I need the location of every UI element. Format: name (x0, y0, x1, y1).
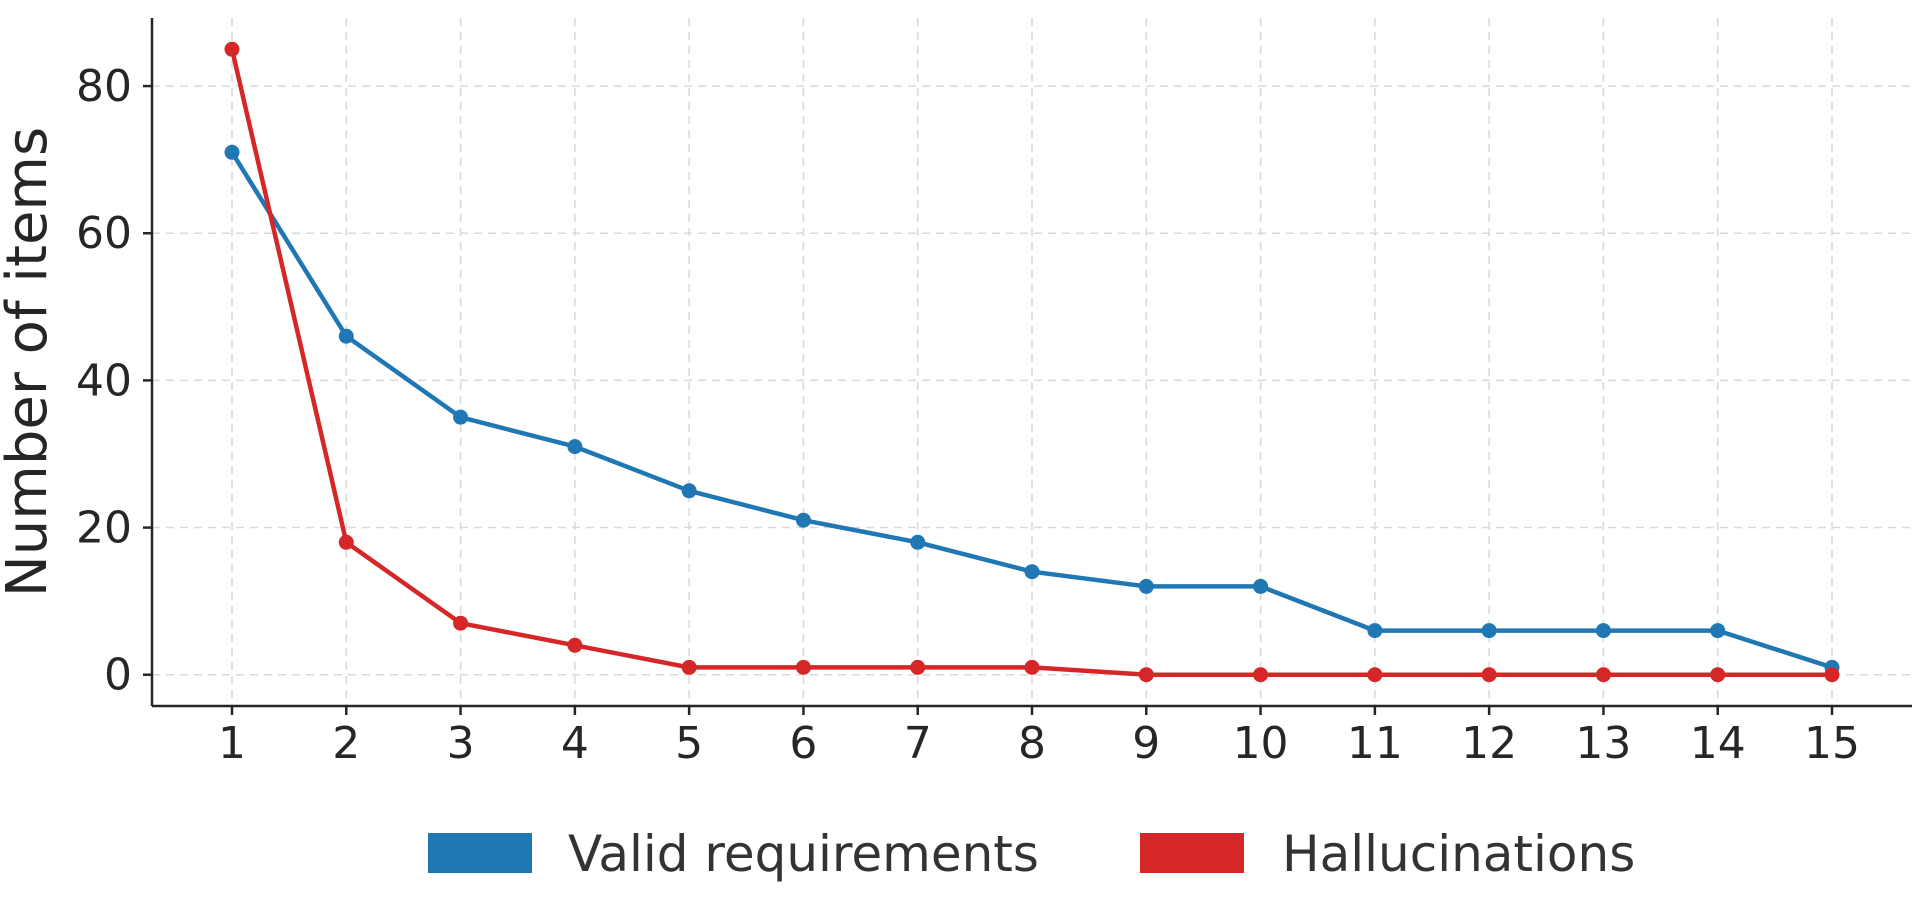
data-point (795, 659, 811, 675)
legend-label: Valid requirements (568, 825, 1039, 883)
x-tick-label: 7 (904, 718, 932, 769)
data-point (1481, 667, 1497, 683)
data-point (1367, 667, 1383, 683)
data-point (681, 483, 697, 499)
x-tick-label: 13 (1575, 718, 1631, 769)
data-point (1138, 578, 1154, 594)
data-point (224, 144, 240, 160)
data-point (453, 409, 469, 425)
x-tick-label: 1 (218, 718, 246, 769)
legend-swatch (1140, 833, 1244, 873)
y-tick-label: 0 (104, 650, 132, 701)
y-tick-label: 60 (76, 208, 132, 259)
y-axis-title-group: Number of items (0, 127, 60, 597)
y-tick-label: 20 (76, 503, 132, 554)
data-point (1253, 667, 1269, 683)
data-point (338, 328, 354, 344)
legend-item: Hallucinations (1140, 825, 1635, 883)
legend: Valid requirements Hallucinations (428, 825, 1635, 883)
x-tick-label: 5 (675, 718, 703, 769)
x-tick-label: 6 (789, 718, 817, 769)
data-point (681, 659, 697, 675)
legend-swatch (428, 833, 532, 873)
data-point (795, 512, 811, 528)
data-point (224, 41, 240, 57)
data-point (567, 637, 583, 653)
y-tick-label: 80 (76, 61, 132, 112)
x-tick-label: 11 (1347, 718, 1403, 769)
legend-item: Valid requirements (428, 825, 1039, 883)
data-point (910, 659, 926, 675)
y-axis-title: Number of items (0, 127, 60, 597)
x-tick-label: 8 (1018, 718, 1046, 769)
x-tick-label: 10 (1233, 718, 1289, 769)
data-point (1481, 623, 1497, 639)
x-tick-label: 14 (1690, 718, 1746, 769)
x-tick-label: 4 (561, 718, 589, 769)
data-point (567, 439, 583, 455)
y-tick-label: 40 (76, 355, 132, 406)
x-tick-label: 3 (447, 718, 475, 769)
data-point (1595, 623, 1611, 639)
data-point (1367, 623, 1383, 639)
data-point (910, 534, 926, 550)
grid (152, 18, 1912, 706)
x-tick-label: 12 (1461, 718, 1517, 769)
data-point (1710, 667, 1726, 683)
data-point (1710, 623, 1726, 639)
data-point (1595, 667, 1611, 683)
data-point (1024, 659, 1040, 675)
x-tick-label: 15 (1804, 718, 1860, 769)
x-tick-label: 2 (332, 718, 360, 769)
legend-label: Hallucinations (1282, 825, 1635, 883)
series (224, 41, 1840, 683)
x-tick-label: 9 (1132, 718, 1160, 769)
data-point (1138, 667, 1154, 683)
data-point (1253, 578, 1269, 594)
data-point (1024, 564, 1040, 580)
data-point (1824, 667, 1840, 683)
data-point (453, 615, 469, 631)
data-point (338, 534, 354, 550)
